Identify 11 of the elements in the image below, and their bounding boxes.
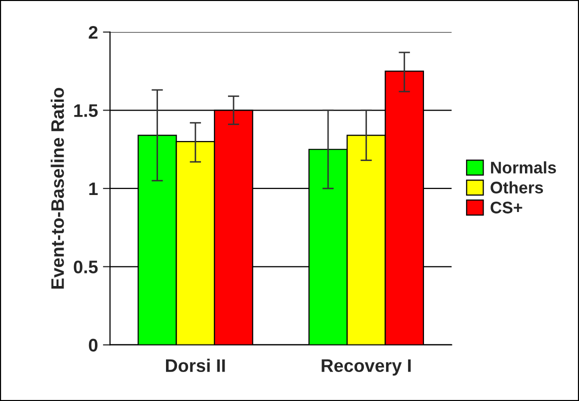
x-tick-label: Dorsi II (166, 358, 225, 372)
legend-label: Others (490, 181, 543, 194)
x-tick-label: Recovery I (322, 359, 411, 376)
y-tick-label: 0.5 (74, 260, 98, 274)
legend-label: CS+ (490, 202, 522, 214)
y-tick-label: 1 (89, 182, 98, 196)
legend-label: Normals (491, 161, 556, 174)
y-tick-label: 0 (88, 338, 98, 352)
y-axis-title: Event-to-Baseline Ratio (50, 88, 64, 289)
y-tick-label: 2 (88, 26, 98, 39)
y-tick-label: 1.5 (74, 104, 98, 117)
